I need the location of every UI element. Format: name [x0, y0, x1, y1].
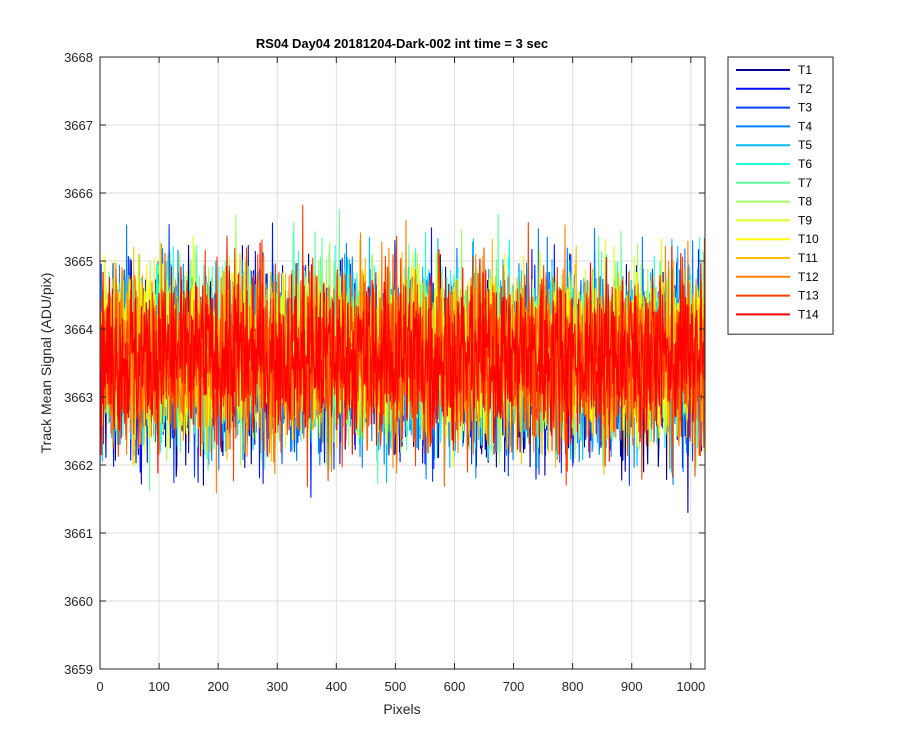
- x-tick-label: 700: [503, 679, 525, 694]
- series-line-t14: [100, 242, 705, 474]
- y-axis-ticks: 3659 3660 3661 3662 3663 3664 3665 3666 3667 3668: [64, 50, 705, 677]
- legend-label-t11: T11: [798, 251, 818, 265]
- legend-label-t8: T8: [798, 195, 812, 209]
- legend-label-t2: T2: [798, 82, 812, 96]
- legend: T1 T2 T3 T4 T5 T6 T7 T8 T9 T10 T11 T12 T13 T14: [727, 56, 834, 335]
- legend-label-t10: T10: [798, 232, 819, 246]
- x-axis-label: Pixels: [383, 701, 420, 717]
- legend-label-t3: T3: [798, 101, 812, 115]
- legend-label-t12: T12: [798, 270, 819, 284]
- legend-label-t4: T4: [798, 119, 812, 133]
- x-tick-label: 200: [207, 679, 229, 694]
- y-tick-label: 3661: [64, 526, 93, 541]
- x-tick-label: 600: [444, 679, 466, 694]
- y-tick-label: 3663: [64, 390, 93, 405]
- chart-title: RS04 Day04 20181204-Dark-002 int time = …: [256, 36, 548, 51]
- y-tick-label: 3665: [64, 254, 93, 269]
- x-tick-label: 100: [148, 679, 170, 694]
- x-tick-label: 800: [562, 679, 584, 694]
- x-tick-label: 0: [96, 679, 103, 694]
- legend-label-t6: T6: [798, 157, 812, 171]
- plot-frame: [99, 56, 706, 670]
- series-lines: [100, 204, 705, 514]
- y-tick-label: 3668: [64, 50, 93, 65]
- y-tick-label: 3666: [64, 186, 93, 201]
- x-tick-label: 400: [325, 679, 347, 694]
- y-tick-label: 3659: [64, 662, 93, 677]
- legend-label-t14: T14: [798, 307, 819, 321]
- y-tick-label: 3662: [64, 458, 93, 473]
- legend-label-t7: T7: [798, 176, 812, 190]
- y-tick-label: 3660: [64, 594, 93, 609]
- x-tick-label: 500: [385, 679, 407, 694]
- legend-box: [727, 56, 834, 335]
- legend-label-t5: T5: [798, 138, 812, 152]
- x-tick-label: 1000: [676, 679, 705, 694]
- x-tick-label: 300: [266, 679, 288, 694]
- x-axis-ticks: 0 100 200 300 400 500 600 700 800 900 1000: [96, 57, 705, 694]
- y-tick-label: 3664: [64, 322, 93, 337]
- legend-label-t13: T13: [798, 289, 819, 303]
- y-tick-label: 3667: [64, 118, 93, 133]
- legend-label-t1: T1: [798, 63, 812, 77]
- x-tick-label: 900: [621, 679, 643, 694]
- y-axis-label: Track Mean Signal (ADU/pix): [38, 273, 54, 454]
- legend-label-t9: T9: [798, 213, 812, 227]
